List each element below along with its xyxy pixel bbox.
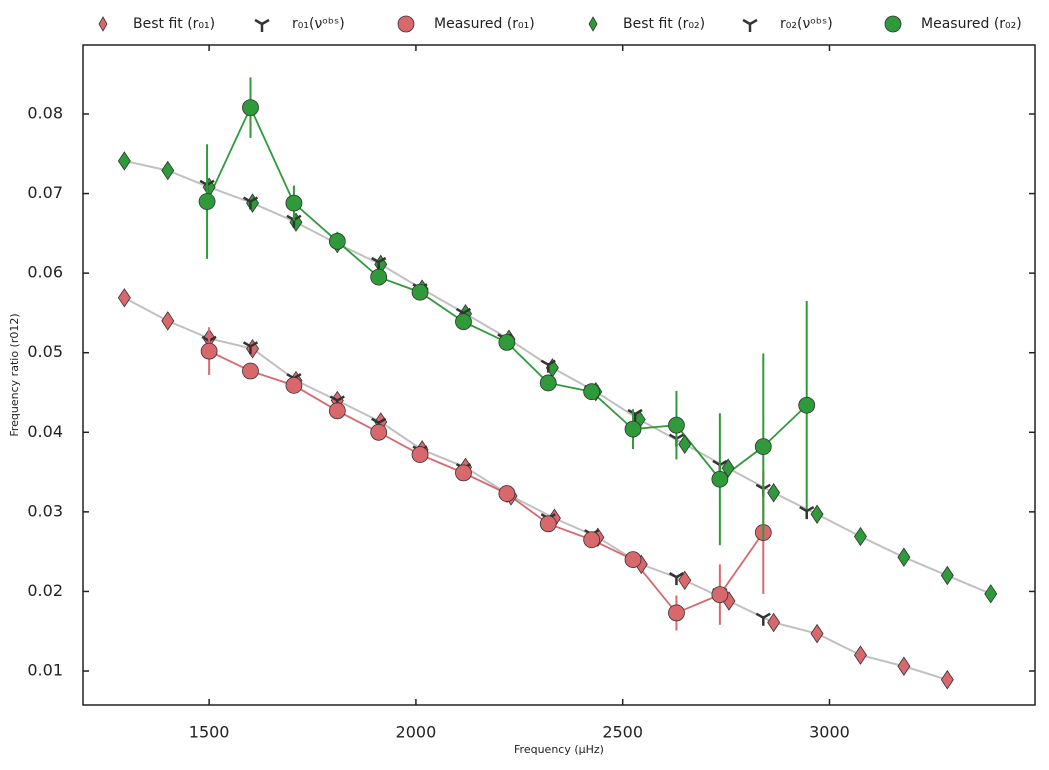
legend-label: Measured (r₀₂)	[921, 16, 1022, 32]
diamond-marker	[161, 311, 175, 331]
diamond-marker	[810, 623, 824, 644]
diamond-marker	[984, 584, 998, 604]
tri-marker	[668, 572, 685, 586]
legend-item: Best fit (r₀₂)	[588, 16, 705, 32]
x-tick-label: 2000	[396, 723, 437, 742]
circle-marker	[539, 374, 557, 392]
diamond-marker	[117, 288, 131, 308]
circle-marker	[411, 283, 429, 301]
circle-marker	[200, 342, 218, 360]
x-tick-label: 3000	[809, 723, 850, 742]
circle-marker	[668, 604, 685, 622]
circle-marker	[498, 485, 516, 502]
circle-marker	[624, 551, 642, 569]
diamond-marker	[767, 612, 781, 633]
circle-marker	[198, 193, 216, 210]
legend-marker	[98, 16, 108, 32]
circle-marker	[498, 333, 516, 351]
series-line	[123, 296, 948, 681]
circle-marker	[668, 416, 685, 434]
diamond-marker	[853, 645, 867, 665]
diamond-marker	[117, 151, 131, 171]
tri-marker	[742, 18, 758, 32]
diamond-marker	[940, 565, 954, 586]
circle-marker	[285, 376, 303, 394]
circle-marker	[539, 515, 557, 533]
legend-marker	[397, 15, 415, 33]
circle-marker	[370, 268, 388, 286]
tri-marker	[540, 359, 556, 373]
circle-marker	[242, 362, 259, 380]
circle-marker	[455, 313, 472, 331]
y-tick-label: 0.06	[27, 263, 63, 282]
legend-item: r₀₁(νᵒᵇˢ)	[254, 16, 345, 32]
series-line	[206, 105, 808, 481]
circle-marker	[285, 194, 303, 212]
circle-marker	[624, 420, 642, 438]
diamond-marker	[161, 160, 175, 181]
tri-marker	[755, 612, 771, 626]
x-tick-label: 1500	[189, 723, 230, 742]
y-axis-label: Frequency ratio (r012)	[8, 313, 21, 436]
y-tick-label: 0.02	[27, 581, 63, 600]
diamond-marker	[853, 526, 867, 547]
diamond-marker	[678, 570, 692, 591]
legend-label: r₀₁(νᵒᵇˢ)	[292, 16, 345, 32]
diamond-marker	[897, 656, 911, 676]
circle-marker	[711, 470, 729, 488]
legend-item: Measured (r₀₂)	[884, 15, 1022, 33]
diamond-marker	[897, 547, 911, 567]
circle-marker	[711, 586, 729, 604]
circle-marker	[370, 423, 388, 441]
legend-label: r₀₂(νᵒᵇˢ)	[780, 16, 833, 32]
legend-label: Best fit (r₀₂)	[623, 16, 705, 32]
y-tick-label: 0.03	[27, 501, 63, 520]
diamond-marker	[767, 483, 781, 503]
y-tick-label: 0.07	[27, 183, 63, 202]
legend-marker	[588, 16, 598, 32]
y-tick-label: 0.01	[27, 661, 63, 680]
diamond-marker	[940, 670, 954, 690]
legend-item: Best fit (r₀₁)	[98, 16, 215, 32]
circle-marker	[328, 232, 346, 250]
circle-marker	[242, 99, 259, 117]
diamond-marker	[678, 434, 692, 454]
legend-item: Measured (r₀₁)	[397, 15, 535, 33]
circle-marker	[798, 396, 816, 414]
legend-item: r₀₂(νᵒᵇˢ)	[742, 16, 833, 32]
y-tick-label: 0.08	[27, 103, 63, 122]
tri-marker	[371, 256, 387, 271]
legend-label: Measured (r₀₁)	[434, 16, 535, 32]
y-tick-label: 0.05	[27, 342, 63, 361]
circle-marker	[583, 383, 601, 401]
diamond-marker	[810, 504, 824, 524]
legend-marker	[884, 15, 902, 33]
circle-marker	[328, 402, 346, 420]
circle-marker	[754, 438, 772, 456]
tri-marker	[242, 196, 259, 210]
plot-frame	[82, 44, 1036, 706]
legend-label: Best fit (r₀₁)	[133, 16, 215, 32]
circle-marker	[455, 464, 472, 482]
tri-marker	[286, 214, 302, 228]
x-tick-label: 2500	[602, 723, 643, 742]
circle-marker	[583, 531, 601, 549]
tri-marker	[242, 341, 259, 355]
diamond-marker	[721, 458, 735, 478]
tri-marker	[799, 505, 815, 520]
tri-marker	[254, 18, 270, 32]
y-tick-label: 0.04	[27, 422, 63, 441]
x-axis-label: Frequency (μHz)	[514, 743, 604, 756]
circle-marker	[411, 446, 429, 463]
